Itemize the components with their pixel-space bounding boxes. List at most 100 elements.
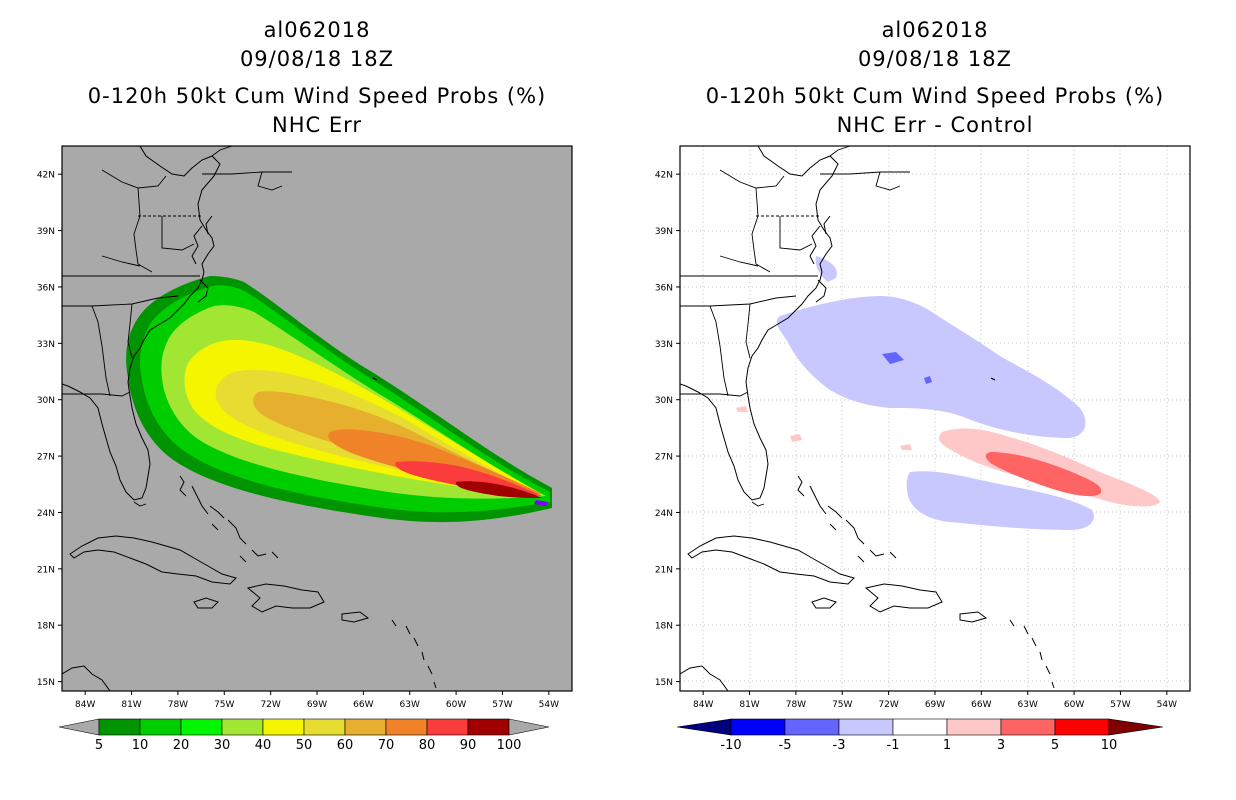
right-lat-label: 21N [655, 565, 673, 575]
right-colorbar-swatch [730, 718, 786, 736]
left-colorbar-high-arrow [508, 718, 550, 736]
right-lon-label: 63W [1018, 700, 1038, 710]
left-lat-label: 42N [37, 171, 55, 181]
left-colorbar-label: 50 [296, 738, 313, 753]
left-colorbar-label: 80 [419, 738, 436, 753]
probability-contours [62, 146, 552, 691]
left-colorbar-swatch [139, 718, 182, 736]
right-colorbar-high-arrow [1108, 718, 1164, 736]
left-colorbar-swatch [344, 718, 387, 736]
left-lon-label: 81W [121, 700, 141, 710]
left-lat-label: 18N [37, 622, 55, 632]
left-colorbar-swatch [303, 718, 346, 736]
axes-layer: 42N 39N 36N 33N 30N 27N 24N 21N 18N 15N 84W 81W 78W 7… [37, 171, 1177, 710]
right-lon-label: 75W [832, 700, 852, 710]
left-datetime: 09/08/18 18Z [239, 47, 395, 71]
left-colorbar-label: 60 [337, 738, 354, 753]
right-lat-label: 15N [655, 678, 673, 688]
right-colorbar-swatch [784, 718, 840, 736]
right-lat-label: 30N [655, 396, 673, 406]
right-lat-label: 18N [655, 622, 673, 632]
right-product: 0-120h 50kt Cum Wind Speed Probs (%) [705, 84, 1165, 108]
left-colorbar-swatch [426, 718, 469, 736]
left-lon-label: 60W [446, 700, 466, 710]
left-colorbar-label: 100 [497, 738, 522, 753]
left-lat-label: 27N [37, 453, 55, 463]
right-lon-label: 54W [1157, 700, 1177, 710]
right-lat-label: 33N [655, 340, 673, 350]
right-colorbar-swatch [1054, 718, 1110, 736]
left-lon-label: 63W [400, 700, 420, 710]
right-lon-label: 84W [693, 700, 713, 710]
right-panel-title: al062018 09/08/18 18Z 0-120h 50kt Cum Wi… [680, 16, 1190, 140]
left-colorbar-label: 90 [460, 738, 477, 753]
right-colorbar-label: 3 [997, 738, 1005, 753]
left-lon-label: 69W [307, 700, 327, 710]
right-colorbar-swatch [946, 718, 1002, 736]
right-colorbar-swatch [892, 718, 948, 736]
right-lon-label: 81W [739, 700, 759, 710]
right-datetime: 09/08/18 18Z [857, 47, 1013, 71]
right-colorbar-label: 10 [1101, 738, 1118, 753]
right-lat-label: 42N [655, 171, 673, 181]
right-colorbar-label: -1 [887, 738, 900, 753]
right-lon-label: 57W [1110, 700, 1130, 710]
left-colorbar-label: 10 [132, 738, 149, 753]
right-subtitle: NHC Err - Control [836, 113, 1034, 137]
left-lon-label: 78W [168, 700, 188, 710]
right-lon-label: 72W [878, 700, 898, 710]
right-colorbar-label: -3 [833, 738, 846, 753]
left-colorbar-swatch [180, 718, 223, 736]
diff-positive-speck-1 [736, 406, 748, 412]
left-lon-label: 66W [353, 700, 373, 710]
left-lon-label: 84W [75, 700, 95, 710]
left-colorbar-swatch [98, 718, 141, 736]
right-colorbar-label: -10 [720, 738, 741, 753]
left-lat-label: 30N [37, 396, 55, 406]
right-colorbar-low-arrow [676, 718, 732, 736]
diff-negative-core-1 [882, 352, 904, 364]
left-colorbar-label: 20 [173, 738, 190, 753]
diff-positive-speck-2 [790, 434, 802, 442]
left-lon-label: 75W [214, 700, 234, 710]
difference-contours [680, 146, 1190, 691]
left-subtitle: NHC Err [271, 113, 362, 137]
left-panel-title: al062018 09/08/18 18Z 0-120h 50kt Cum Wi… [62, 16, 572, 140]
left-colorbar-label: 40 [255, 738, 272, 753]
right-lat-label: 24N [655, 509, 673, 519]
right-colorbar-swatch [1000, 718, 1056, 736]
diff-negative-core-2 [924, 376, 932, 384]
diff-negative-area-north [776, 296, 1086, 438]
left-lon-label: 72W [260, 700, 280, 710]
right-lat-label: 39N [655, 227, 673, 237]
contour-80 [455, 481, 542, 498]
left-lat-label: 24N [37, 509, 55, 519]
right-lon-label: 78W [786, 700, 806, 710]
right-lon-label: 69W [925, 700, 945, 710]
left-storm-id: al062018 [263, 18, 371, 42]
left-lat-label: 33N [37, 340, 55, 350]
left-colorbar-swatch [221, 718, 264, 736]
left-colorbar-label: 30 [214, 738, 231, 753]
right-colorbar-label: 5 [1051, 738, 1059, 753]
right-colorbar-swatch [838, 718, 894, 736]
left-colorbar-label: 70 [378, 738, 395, 753]
right-lat-label: 27N [655, 453, 673, 463]
diff-positive-core [985, 452, 1102, 497]
right-lat-label: 36N [655, 283, 673, 293]
left-colorbar: 5 10 20 30 40 50 60 70 80 90 100 [58, 718, 550, 753]
right-lon-label: 66W [971, 700, 991, 710]
left-lat-label: 36N [37, 283, 55, 293]
left-lat-label: 21N [37, 565, 55, 575]
left-map-panel [61, 145, 573, 692]
left-lat-label: 15N [37, 678, 55, 688]
left-lon-label: 54W [539, 700, 559, 710]
diff-positive-speck-3 [900, 444, 912, 450]
left-colorbar-swatch [467, 718, 510, 736]
diff-negative-area-south [906, 471, 1094, 530]
right-lon-label: 60W [1064, 700, 1084, 710]
left-colorbar-swatch [385, 718, 428, 736]
left-colorbar-label: 5 [95, 738, 103, 753]
left-colorbar-swatch [262, 718, 305, 736]
